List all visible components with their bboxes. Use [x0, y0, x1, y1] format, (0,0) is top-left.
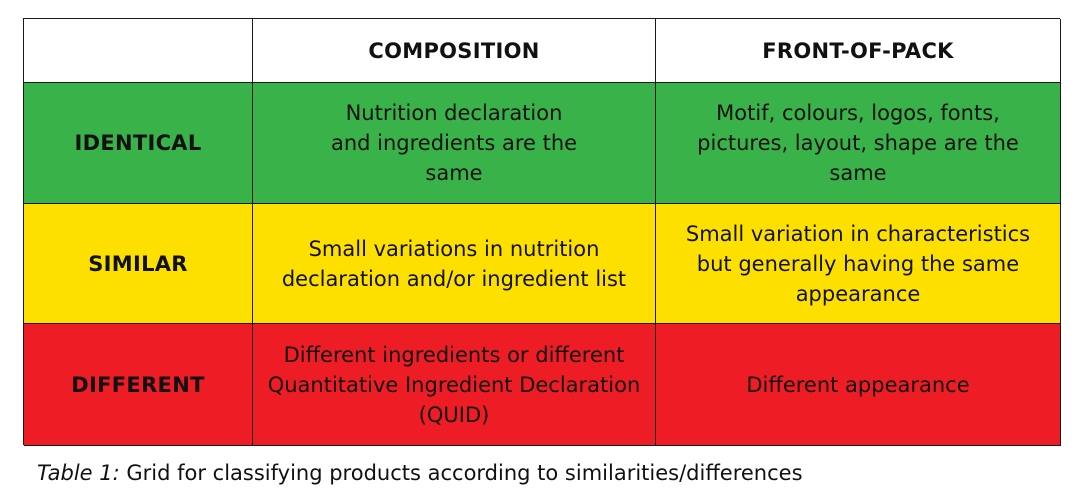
- similar-composition-cell: Small variations in nutrition declaratio…: [253, 204, 656, 324]
- row-label-identical: IDENTICAL: [24, 83, 253, 204]
- row-label-similar: SIMILAR: [24, 204, 253, 324]
- row-label-different: DIFFERENT: [24, 324, 253, 446]
- caption-label: Table 1:: [37, 461, 120, 485]
- identical-composition-cell: Nutrition declaration and ingredients ar…: [253, 83, 656, 204]
- header-front-of-pack: FRONT-OF-PACK: [656, 19, 1061, 83]
- classification-table: COMPOSITION FRONT-OF-PACK IDENTICAL Nutr…: [23, 18, 1061, 446]
- similar-front-of-pack-cell: Small variation in characteristics but g…: [656, 204, 1061, 324]
- different-front-of-pack-cell: Different appearance: [656, 324, 1061, 446]
- caption-text: Grid for classifying products according …: [119, 461, 803, 485]
- identical-front-of-pack-cell: Motif, colours, logos, fonts, pictures, …: [656, 83, 1061, 204]
- different-composition-cell: Different ingredients or different Quant…: [253, 324, 656, 446]
- header-empty-cell: [24, 19, 253, 83]
- header-composition: COMPOSITION: [253, 19, 656, 83]
- table-caption: Table 1: Grid for classifying products a…: [37, 458, 803, 488]
